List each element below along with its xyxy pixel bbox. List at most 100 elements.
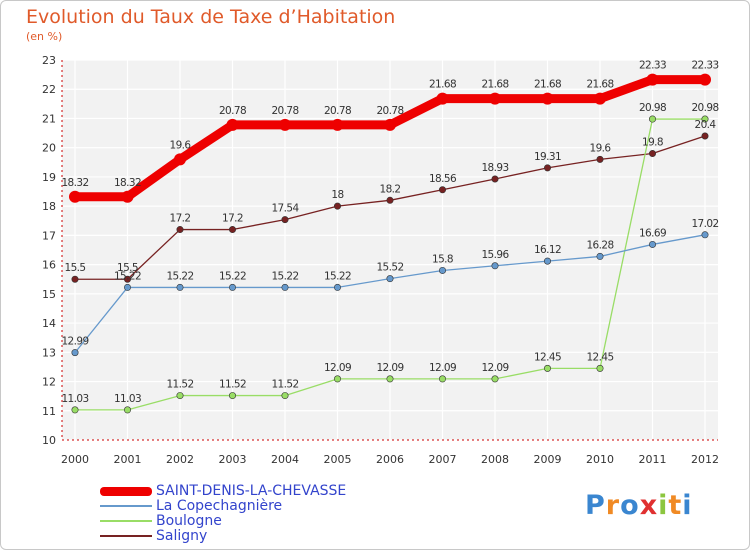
data-point — [438, 186, 446, 194]
data-point — [226, 118, 239, 131]
y-tick-label: 18 — [42, 200, 56, 213]
data-point — [491, 375, 499, 383]
legend-label: SAINT-DENIS-LA-CHEVASSE — [156, 483, 347, 499]
data-point — [543, 257, 551, 265]
data-label: 11.52 — [271, 379, 298, 391]
data-label: 20.98 — [691, 102, 718, 114]
data-label: 21.68 — [429, 79, 456, 91]
data-point — [229, 283, 237, 291]
y-tick-label: 16 — [42, 259, 56, 272]
legend-item: Saligny — [100, 528, 460, 544]
data-point — [699, 73, 711, 86]
data-point — [543, 164, 551, 172]
data-point — [176, 226, 184, 234]
data-point — [596, 252, 604, 260]
data-point — [386, 375, 394, 383]
data-label: 17.54 — [271, 203, 299, 215]
data-point — [386, 275, 394, 283]
data-label: 15.22 — [114, 270, 141, 282]
y-tick-label: 20 — [42, 142, 56, 155]
y-tick-label: 23 — [42, 54, 56, 67]
data-point — [701, 132, 709, 140]
data-label: 19.6 — [590, 142, 612, 154]
y-tick-label: 13 — [42, 346, 56, 359]
data-point — [229, 392, 237, 400]
data-label: 18.93 — [481, 162, 508, 174]
data-label: 11.52 — [219, 379, 246, 391]
data-label: 20.98 — [639, 102, 666, 114]
legend-swatch — [100, 520, 152, 522]
x-tick-label: 2005 — [324, 453, 352, 466]
data-label: 11.03 — [61, 393, 88, 405]
data-point — [229, 226, 237, 234]
y-tick-label: 19 — [42, 171, 56, 184]
data-point — [279, 118, 291, 131]
x-tick-label: 2009 — [534, 453, 562, 466]
data-point — [596, 155, 604, 163]
data-point — [124, 406, 132, 414]
data-label: 11.03 — [114, 393, 141, 405]
data-point — [124, 283, 132, 291]
data-point — [489, 92, 501, 105]
data-point — [596, 364, 604, 372]
data-label: 17.2 — [222, 213, 243, 225]
chart-legend: SAINT-DENIS-LA-CHEVASSE La Copechagnière B… — [100, 483, 460, 544]
data-point — [331, 118, 344, 131]
data-point — [648, 240, 656, 248]
data-label: 17.02 — [691, 218, 718, 230]
data-point — [71, 349, 79, 357]
data-label: 20.78 — [271, 105, 298, 117]
line-chart: 10 11 12 13 14 15 16 17 18 19 20 21 22 23 2000 2001 2002… — [42, 54, 719, 466]
data-label: 12.09 — [481, 362, 508, 374]
data-label: 15.5 — [65, 262, 86, 274]
data-point — [69, 190, 81, 203]
data-label: 16.12 — [534, 244, 561, 256]
data-point — [176, 283, 184, 291]
legend-item: La Copechagnière — [100, 498, 460, 514]
legend-label: La Copechagnière — [156, 498, 283, 514]
x-tick-label: 2001 — [114, 453, 142, 466]
data-label: 20.78 — [324, 105, 351, 117]
x-tick-label: 2011 — [639, 453, 667, 466]
x-tick-label: 2000 — [61, 453, 89, 466]
data-label: 15.22 — [271, 270, 298, 282]
data-label: 21.68 — [586, 79, 613, 91]
legend-swatch — [100, 535, 152, 537]
data-label: 18.56 — [429, 173, 457, 185]
data-label: 15.5 — [117, 262, 138, 274]
data-point — [384, 118, 396, 131]
data-label: 11.52 — [166, 379, 193, 391]
data-point — [648, 115, 656, 123]
logo-letter: x — [639, 490, 659, 521]
data-label: 12.09 — [376, 362, 403, 374]
data-point — [281, 283, 289, 291]
data-point — [543, 364, 551, 372]
data-label: 15.22 — [219, 270, 246, 282]
data-point — [438, 375, 446, 383]
data-point — [121, 190, 134, 203]
data-point — [71, 275, 79, 283]
data-point — [333, 283, 341, 291]
data-point — [438, 266, 446, 274]
data-point — [71, 406, 79, 414]
data-point — [176, 392, 184, 400]
logo-letter: i — [658, 490, 669, 521]
chart-subtitle: (en %) — [26, 30, 63, 43]
data-label: 21.68 — [481, 79, 508, 91]
x-tick-label: 2004 — [271, 453, 299, 466]
x-tick-label: 2002 — [166, 453, 194, 466]
x-tick-label: 2003 — [219, 453, 247, 466]
data-point — [124, 275, 132, 283]
legend-label: Boulogne — [156, 513, 222, 529]
data-label: 12.09 — [429, 362, 456, 374]
data-label: 12.99 — [61, 336, 88, 348]
data-point — [648, 150, 656, 158]
data-label: 16.28 — [586, 239, 613, 251]
data-label: 17.2 — [170, 213, 191, 225]
x-tick-label: 2007 — [429, 453, 457, 466]
x-tick-label: 2010 — [586, 453, 614, 466]
data-label: 22.33 — [639, 60, 666, 72]
data-label: 15.52 — [376, 262, 403, 274]
data-point — [174, 153, 186, 166]
data-point — [701, 115, 709, 123]
